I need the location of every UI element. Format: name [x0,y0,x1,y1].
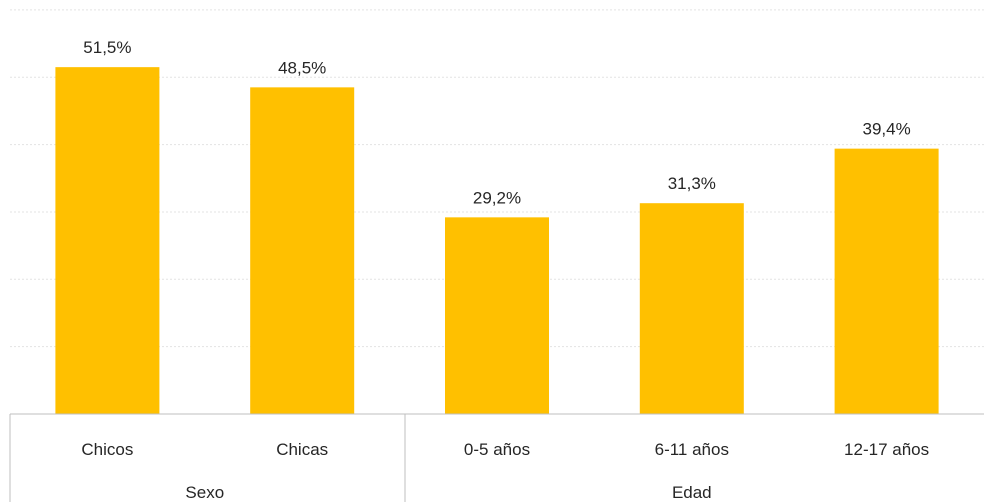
value-label: 29,2% [473,188,521,207]
bar [250,87,355,414]
value-label: 51,5% [83,38,131,57]
group-labels: Sexo Edad [185,483,711,502]
category-axis [9,413,984,502]
group-label: Edad [672,483,712,502]
value-labels: 51,5% 48,5% 29,2% 31,3% 39,4% [83,38,910,207]
group-label: Sexo [185,483,224,502]
category-tick-label: 12-17 años [844,440,929,459]
bar [834,148,939,415]
category-tick-label: Chicas [276,440,328,459]
bar [55,67,160,415]
tick-labels: Chicos Chicas 0-5 años 6-11 años 12-17 años [81,440,929,459]
bar [445,217,549,414]
value-label: 48,5% [278,58,326,77]
category-tick-label: 0-5 años [464,440,530,459]
value-label: 31,3% [668,174,716,193]
category-tick-label: 6-11 años [655,440,729,459]
bar [639,203,744,414]
category-tick-label: Chicos [81,440,133,459]
bars [55,67,939,415]
value-label: 39,4% [862,120,910,139]
